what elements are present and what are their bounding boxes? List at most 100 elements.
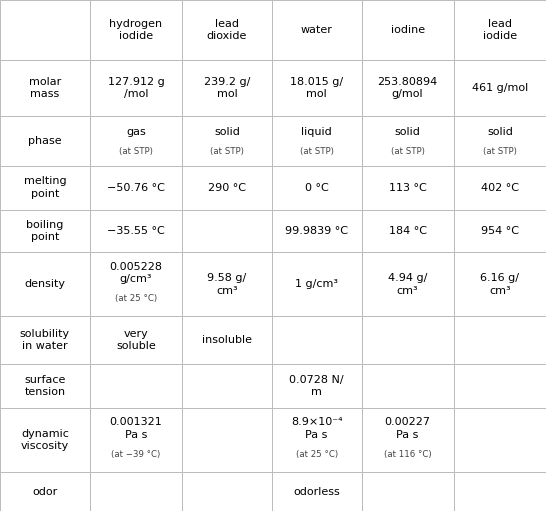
Bar: [90, 60, 182, 116]
Text: solubility
in water: solubility in water: [20, 329, 70, 351]
Bar: [272, 364, 361, 408]
Bar: [361, 0, 454, 60]
Text: (at STP): (at STP): [210, 147, 244, 156]
Text: surface
tension: surface tension: [24, 375, 66, 397]
Bar: [361, 364, 454, 408]
Bar: [182, 364, 272, 408]
Bar: [454, 364, 546, 408]
Bar: [182, 60, 272, 116]
Bar: [0, 166, 90, 210]
Text: dynamic
viscosity: dynamic viscosity: [21, 429, 69, 451]
Text: 954 °C: 954 °C: [481, 226, 519, 236]
Bar: [0, 60, 90, 116]
Text: solid: solid: [487, 127, 513, 137]
Text: −50.76 °C: −50.76 °C: [107, 183, 165, 193]
Text: density: density: [25, 280, 66, 289]
Text: 0.0728 N/
m: 0.0728 N/ m: [289, 375, 344, 397]
Bar: [0, 252, 90, 316]
Bar: [454, 166, 546, 210]
Bar: [454, 0, 546, 60]
Bar: [0, 316, 90, 364]
Bar: [361, 252, 454, 316]
Text: 0.001321
Pa s: 0.001321 Pa s: [110, 417, 162, 440]
Text: lead
iodide: lead iodide: [483, 19, 517, 41]
Bar: [182, 116, 272, 166]
Bar: [182, 166, 272, 210]
Text: solid: solid: [214, 127, 240, 137]
Text: liquid: liquid: [301, 127, 332, 137]
Text: very
soluble: very soluble: [116, 329, 156, 351]
Text: melting
point: melting point: [23, 176, 66, 199]
Text: boiling
point: boiling point: [26, 220, 63, 242]
Text: lead
dioxide: lead dioxide: [207, 19, 247, 41]
Text: molar
mass: molar mass: [29, 77, 61, 99]
Text: iodine: iodine: [390, 25, 425, 35]
Bar: [182, 0, 272, 60]
Bar: [361, 210, 454, 252]
Bar: [90, 364, 182, 408]
Text: water: water: [301, 25, 333, 35]
Bar: [454, 252, 546, 316]
Bar: [272, 116, 361, 166]
Bar: [272, 166, 361, 210]
Bar: [182, 316, 272, 364]
Text: phase: phase: [28, 136, 62, 146]
Bar: [272, 60, 361, 116]
Bar: [361, 60, 454, 116]
Text: 290 °C: 290 °C: [208, 183, 246, 193]
Bar: [272, 408, 361, 472]
Text: (at −39 °C): (at −39 °C): [111, 450, 161, 459]
Bar: [0, 408, 90, 472]
Bar: [361, 408, 454, 472]
Bar: [361, 116, 454, 166]
Text: (at STP): (at STP): [119, 147, 153, 156]
Bar: [272, 252, 361, 316]
Bar: [454, 408, 546, 472]
Text: (at STP): (at STP): [300, 147, 334, 156]
Bar: [454, 116, 546, 166]
Bar: [0, 364, 90, 408]
Text: (at 116 °C): (at 116 °C): [384, 450, 431, 459]
Text: 239.2 g/
mol: 239.2 g/ mol: [204, 77, 250, 99]
Bar: [0, 0, 90, 60]
Bar: [361, 166, 454, 210]
Bar: [272, 472, 361, 511]
Bar: [90, 210, 182, 252]
Text: (at 25 °C): (at 25 °C): [115, 294, 157, 303]
Text: 184 °C: 184 °C: [389, 226, 426, 236]
Text: 0.005228
g/cm³: 0.005228 g/cm³: [109, 262, 162, 284]
Text: solid: solid: [395, 127, 420, 137]
Bar: [182, 408, 272, 472]
Bar: [90, 472, 182, 511]
Text: 8.9×10⁻⁴
Pa s: 8.9×10⁻⁴ Pa s: [291, 417, 342, 440]
Bar: [182, 252, 272, 316]
Text: (at STP): (at STP): [483, 147, 517, 156]
Text: −35.55 °C: −35.55 °C: [107, 226, 165, 236]
Bar: [272, 316, 361, 364]
Text: insoluble: insoluble: [202, 335, 252, 345]
Text: 6.16 g/
cm³: 6.16 g/ cm³: [480, 273, 519, 295]
Bar: [90, 252, 182, 316]
Bar: [182, 472, 272, 511]
Text: 9.58 g/
cm³: 9.58 g/ cm³: [207, 273, 246, 295]
Bar: [182, 210, 272, 252]
Bar: [0, 472, 90, 511]
Text: 0 °C: 0 °C: [305, 183, 329, 193]
Bar: [454, 210, 546, 252]
Text: odorless: odorless: [293, 486, 340, 497]
Text: 127.912 g
/mol: 127.912 g /mol: [108, 77, 164, 99]
Text: 18.015 g/
mol: 18.015 g/ mol: [290, 77, 343, 99]
Text: 461 g/mol: 461 g/mol: [472, 83, 528, 93]
Bar: [454, 60, 546, 116]
Bar: [90, 116, 182, 166]
Bar: [454, 472, 546, 511]
Text: odor: odor: [32, 486, 57, 497]
Bar: [90, 166, 182, 210]
Text: gas: gas: [126, 127, 146, 137]
Text: 99.9839 °C: 99.9839 °C: [285, 226, 348, 236]
Text: (at STP): (at STP): [391, 147, 425, 156]
Bar: [90, 316, 182, 364]
Bar: [0, 210, 90, 252]
Text: 4.94 g/
cm³: 4.94 g/ cm³: [388, 273, 428, 295]
Text: hydrogen
iodide: hydrogen iodide: [109, 19, 163, 41]
